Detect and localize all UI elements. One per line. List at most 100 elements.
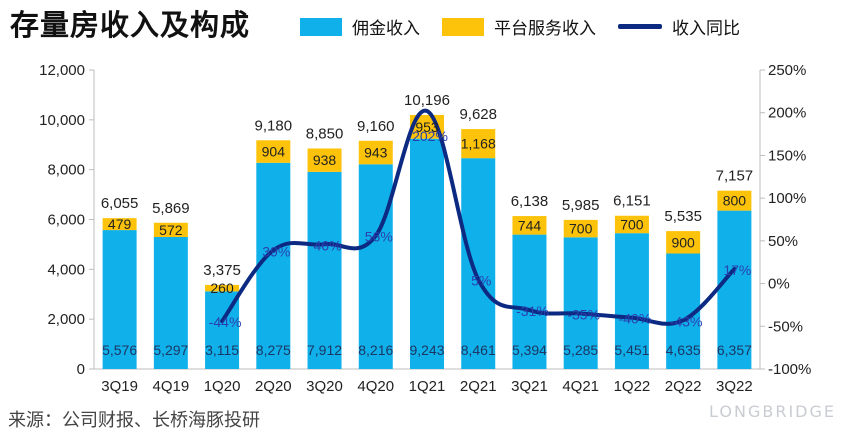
yoy-line-layer bbox=[220, 108, 737, 326]
y2-tick-label: -100% bbox=[768, 361, 811, 378]
label-yoy: 5% bbox=[471, 272, 491, 288]
label-platform: 904 bbox=[262, 144, 286, 160]
y2-tick-label: 250% bbox=[768, 62, 806, 79]
label-total: 9,160 bbox=[357, 118, 395, 135]
x-tick-label: 3Q21 bbox=[511, 378, 548, 395]
label-commission: 4,635 bbox=[666, 342, 701, 358]
label-total: 9,628 bbox=[459, 106, 497, 123]
bar-commission bbox=[307, 171, 342, 369]
y2-tick-label: 200% bbox=[768, 105, 806, 122]
x-tick-label: 4Q19 bbox=[152, 378, 189, 395]
label-yoy: 39% bbox=[262, 243, 290, 259]
label-yoy: 56% bbox=[365, 229, 393, 245]
x-tick-label: 4Q20 bbox=[357, 378, 394, 395]
bar-commission bbox=[256, 162, 291, 369]
legend-label-yoy: 收入同比 bbox=[672, 19, 740, 39]
label-commission: 5,576 bbox=[102, 342, 137, 358]
x-tick-label: 1Q20 bbox=[204, 378, 241, 395]
label-platform: 572 bbox=[159, 222, 183, 238]
bar-platform bbox=[563, 219, 598, 238]
label-yoy: 202% bbox=[412, 128, 448, 144]
axes-layer: 0 2,000 4,000 6,000 8,000 10,000 12,000 -100% -5… bbox=[39, 62, 811, 395]
legend-label-platform: 平台服务收入 bbox=[494, 19, 596, 39]
y-tick-label: 2,000 bbox=[47, 311, 85, 328]
bar-commission bbox=[512, 234, 547, 369]
y2-tick-label: 0% bbox=[768, 276, 790, 293]
source-note: 来源：公司财报、长桥海豚投研 bbox=[8, 410, 260, 431]
label-commission: 5,394 bbox=[512, 342, 547, 358]
bars-layer bbox=[102, 114, 752, 369]
label-platform: 938 bbox=[313, 152, 337, 168]
y-tick-label: 0 bbox=[77, 361, 85, 378]
bar-commission bbox=[153, 237, 188, 369]
label-platform: 953 bbox=[415, 119, 439, 135]
y2-tick-label: -50% bbox=[768, 318, 803, 335]
y2-tick-label: 50% bbox=[768, 233, 798, 250]
bar-platform bbox=[461, 129, 496, 159]
chart-title: 存量房收入及构成 bbox=[10, 8, 251, 42]
label-commission: 5,297 bbox=[153, 342, 188, 358]
watermark-logo: LONGBRIDGE bbox=[709, 402, 836, 421]
label-platform: 700 bbox=[569, 221, 593, 237]
label-platform: 943 bbox=[364, 145, 388, 161]
x-tick-label: 2Q22 bbox=[665, 378, 702, 395]
legend: 佣金收入 平台服务收入 收入同比 bbox=[300, 14, 762, 39]
label-platform: 1,168 bbox=[461, 136, 496, 152]
bar-commission bbox=[563, 237, 598, 369]
label-platform: 700 bbox=[620, 216, 644, 232]
label-total: 5,985 bbox=[562, 197, 600, 214]
label-total: 7,157 bbox=[716, 168, 754, 185]
legend-item-platform: 平台服务收入 bbox=[442, 14, 596, 39]
label-total: 6,055 bbox=[101, 195, 139, 212]
label-yoy: -44% bbox=[209, 314, 242, 330]
label-commission: 7,912 bbox=[307, 342, 342, 358]
label-total: 5,869 bbox=[152, 200, 190, 217]
label-total: 8,850 bbox=[306, 125, 344, 142]
label-commission: 9,243 bbox=[409, 342, 444, 358]
x-tick-label: 2Q21 bbox=[460, 378, 497, 395]
bar-platform bbox=[205, 284, 240, 292]
label-commission: 8,216 bbox=[358, 342, 393, 358]
label-platform: 900 bbox=[671, 234, 695, 250]
label-platform: 744 bbox=[518, 217, 542, 233]
x-tick-label: 1Q21 bbox=[409, 378, 446, 395]
bar-platform bbox=[614, 215, 649, 234]
x-tick-label: 1Q22 bbox=[614, 378, 651, 395]
label-total: 6,138 bbox=[511, 193, 549, 210]
x-tick-label: 3Q22 bbox=[716, 378, 753, 395]
legend-label-commission: 佣金收入 bbox=[352, 19, 420, 39]
label-total: 5,535 bbox=[664, 208, 702, 225]
label-platform: 479 bbox=[108, 216, 132, 232]
label-total: 9,180 bbox=[255, 117, 293, 134]
y-tick-label: 4,000 bbox=[47, 261, 85, 278]
label-yoy: 46% bbox=[314, 237, 342, 253]
bar-platform bbox=[153, 222, 188, 238]
bar-commission bbox=[461, 158, 496, 369]
legend-swatch-commission bbox=[300, 17, 342, 36]
legend-swatch-yoy bbox=[618, 24, 662, 29]
x-tick-label: 3Q19 bbox=[101, 378, 138, 395]
x-tick-label: 2Q20 bbox=[255, 378, 292, 395]
label-yoy: -31% bbox=[516, 303, 549, 319]
bar-commission bbox=[717, 210, 752, 369]
bar-platform bbox=[256, 140, 291, 163]
label-total: 10,196 bbox=[404, 92, 450, 109]
bar-commission bbox=[358, 164, 393, 369]
label-commission: 5,285 bbox=[563, 342, 598, 358]
x-tick-label: 3Q20 bbox=[306, 378, 343, 395]
y-tick-label: 8,000 bbox=[47, 162, 85, 179]
label-platform: 260 bbox=[210, 280, 234, 296]
legend-swatch-platform bbox=[442, 17, 484, 36]
label-commission: 8,275 bbox=[256, 342, 291, 358]
bar-platform bbox=[358, 140, 393, 165]
label-yoy: 17% bbox=[723, 262, 751, 278]
label-commission: 5,451 bbox=[614, 342, 649, 358]
y-tick-label: 6,000 bbox=[47, 212, 85, 229]
bar-platform bbox=[102, 218, 137, 231]
label-commission: 8,461 bbox=[461, 342, 496, 358]
y-tick-label: 12,000 bbox=[39, 62, 85, 79]
bar-platform bbox=[307, 148, 342, 172]
